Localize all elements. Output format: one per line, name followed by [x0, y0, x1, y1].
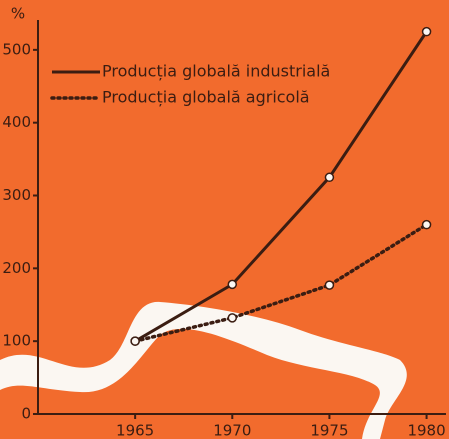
y-tick-label: 0 — [21, 405, 31, 423]
y-tick-label: 200 — [2, 259, 31, 277]
data-point — [228, 314, 236, 322]
y-tick-label: 400 — [2, 113, 31, 131]
legend-label: Producția globală industrială — [102, 62, 330, 81]
data-point — [228, 280, 236, 288]
y-tick-label: 500 — [2, 40, 31, 58]
y-tick-label: 300 — [2, 186, 31, 204]
x-tick-label: 1965 — [116, 422, 154, 439]
x-tick-label: 1975 — [310, 422, 348, 439]
y-axis-label: % — [11, 5, 25, 23]
data-point — [131, 337, 139, 345]
data-point — [325, 173, 333, 181]
chart: % 0 100 200 300 400 500 1965 1970 1975 1980 Produc… — [0, 0, 449, 439]
x-tick-label: 1980 — [407, 422, 445, 439]
y-tick-label: 100 — [2, 332, 31, 350]
data-point — [325, 281, 333, 289]
x-tick-label: 1970 — [213, 422, 251, 439]
data-point — [423, 221, 431, 229]
legend-label: Producția globală agricolă — [102, 88, 310, 107]
data-point — [423, 28, 431, 36]
